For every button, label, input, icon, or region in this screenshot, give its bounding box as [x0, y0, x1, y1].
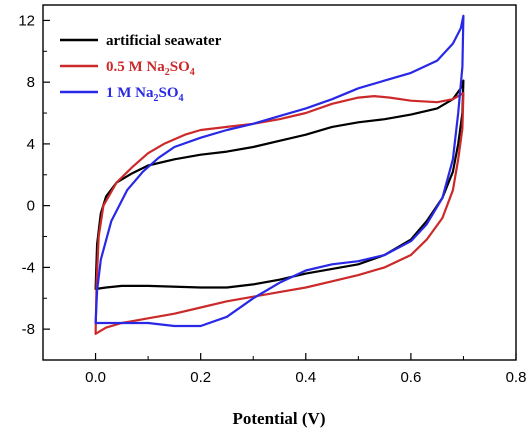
legend-entry: 0.5 M Na2SO4: [106, 59, 195, 78]
y-tick-label: 4: [27, 136, 35, 153]
x-tick-label: 0.4: [295, 369, 316, 386]
series-line: [96, 81, 464, 289]
series-line: [96, 93, 464, 334]
x-tick-label: 0.8: [506, 369, 527, 386]
y-tick-label: -8: [22, 321, 35, 338]
legend-entry: 1 M Na2SO4: [106, 85, 184, 104]
y-tick-label: 0: [27, 198, 35, 215]
y-tick-label: 8: [27, 74, 35, 91]
legend-entry: artificial seawater: [106, 33, 222, 49]
y-tick-label: 12: [18, 12, 35, 29]
y-tick-label: -4: [22, 259, 35, 276]
x-tick-label: 0.2: [190, 369, 211, 386]
legend: artificial seawater 0.5 M Na2SO4 1 M Na2SO…: [60, 33, 222, 104]
x-tick-label: 0.6: [400, 369, 421, 386]
x-tick-label: 0.0: [85, 369, 106, 386]
x-axis-title: Potential (V): [232, 409, 325, 428]
